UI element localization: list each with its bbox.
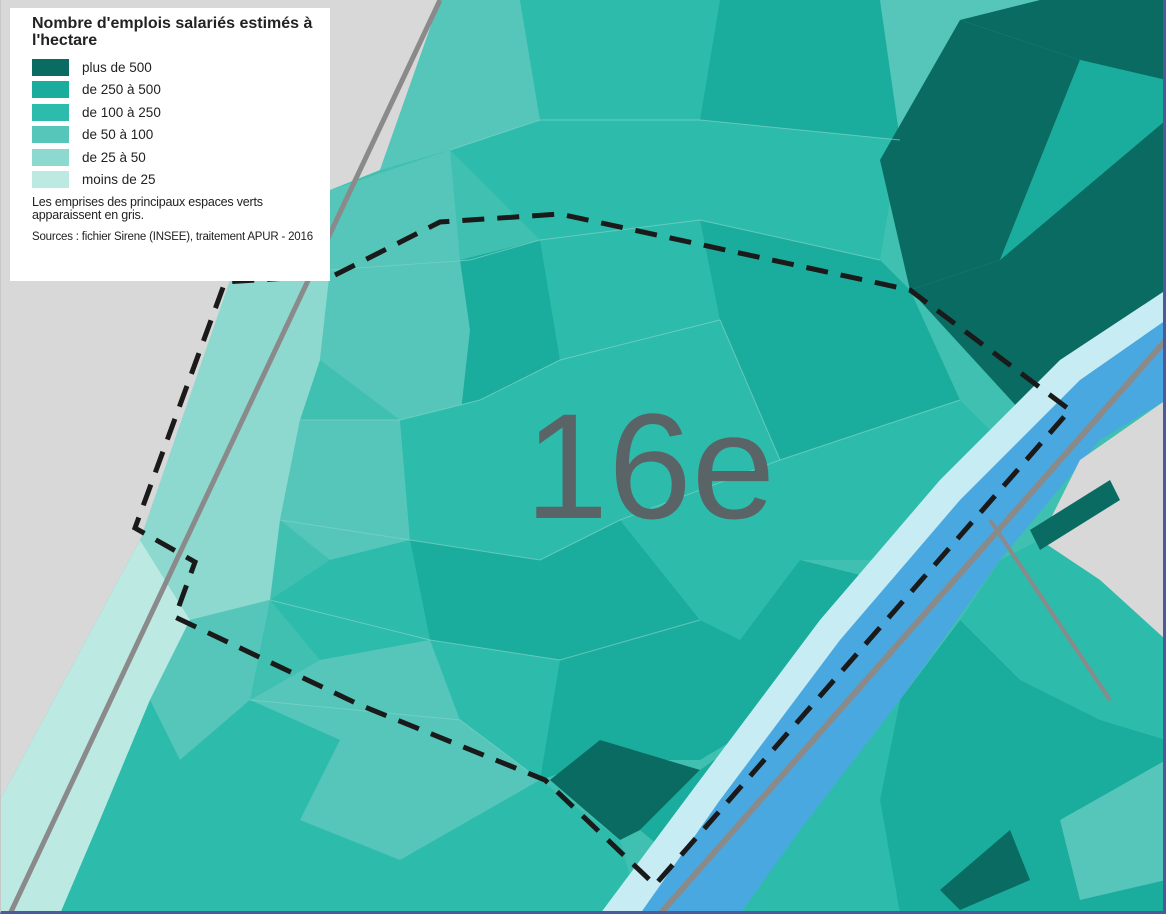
legend-item: de 50 à 100 [32,124,322,147]
legend-note: Les emprises des principaux espaces vert… [32,195,263,222]
legend-item-label: de 25 à 50 [82,149,146,165]
block-center-8 [430,640,560,780]
legend-swatch [32,81,69,99]
legend-swatch [32,148,69,166]
legend: Nombre d'emplois salariés estimés à l'he… [10,8,330,281]
legend-item: de 25 à 50 [32,146,322,169]
legend-swatch [32,171,69,189]
block-dark-s [550,740,700,840]
block-light-sw2 [150,600,270,760]
block-center-6 [410,540,560,660]
legend-item: moins de 25 [32,169,322,192]
river-road [657,338,1166,914]
block-outlines [249,119,961,781]
block-top-1 [380,0,540,170]
legend-swatch [32,58,69,76]
block-dark-nr1 [960,0,1166,80]
rb-4 [740,700,900,914]
green-space-strip [320,0,440,190]
block-h [200,820,420,914]
block-center-4 [400,360,620,560]
legend-swatch [32,103,69,121]
block-top-4 [700,0,900,140]
block-r1 [700,220,960,460]
district-label: 16e [525,382,775,550]
rb-gray [1100,560,1166,620]
legend-item-label: de 50 à 100 [82,127,154,143]
block-g [60,700,220,914]
west-road [7,0,443,914]
legend-title: Nombre d'emplois salariés estimés à l'he… [32,15,313,49]
study-area-boundary [131,211,1074,889]
block-center-9 [540,660,700,780]
legend-item-label: de 250 à 500 [82,82,161,98]
block-center-7 [540,520,700,700]
legend-source: Sources : fichier Sirene (INSEE), traite… [32,231,313,243]
legend-list: plus de 500 de 250 à 500 de 100 à 250 de 50… [32,56,322,191]
block-top-2 [520,0,720,120]
rb-light [1060,760,1166,900]
legend-item: de 100 à 250 [32,101,322,124]
legend-item-label: moins de 25 [82,172,156,188]
block-bottom-1 [400,780,640,914]
block-dark-nr2 [880,20,1080,290]
block-top-5 [700,120,900,260]
block-r3 [620,460,800,640]
right-bank-blocks [740,400,1166,914]
legend-item: plus de 500 [32,56,322,79]
block-ne-1 [1000,60,1166,260]
river-water [640,320,1166,914]
rb-dark-2 [940,830,1030,910]
rb-dark-1 [1030,480,1120,550]
rb-road [988,518,1112,702]
seine-river [600,290,1166,914]
legend-item-label: de 100 à 250 [82,104,161,120]
block-b [320,260,480,420]
legend-item-label: plus de 500 [82,59,152,75]
legend-item: de 250 à 500 [32,79,322,102]
block-top-3 [450,120,700,240]
block-a [330,150,460,270]
block-r4 [640,560,880,760]
legend-swatch [32,126,69,144]
block-center-3 [540,220,720,360]
block-center-5 [560,320,780,520]
rb-2 [960,540,1166,740]
